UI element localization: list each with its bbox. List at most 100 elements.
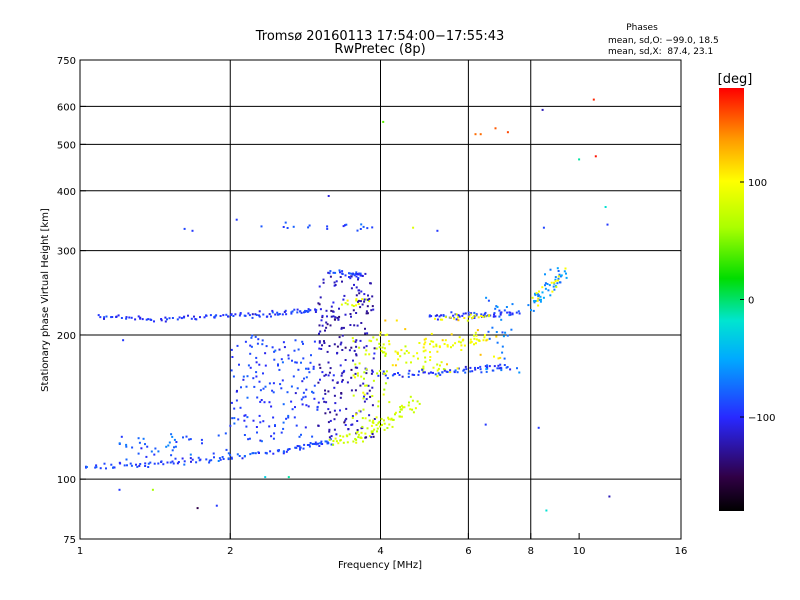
echo-point <box>258 414 261 417</box>
echo-point <box>498 315 501 318</box>
echo-point <box>180 317 183 320</box>
echo-point <box>536 299 539 302</box>
echo-point <box>259 439 262 442</box>
echo-point <box>233 417 236 420</box>
echo-point <box>539 295 542 298</box>
echo-point <box>330 435 333 438</box>
echo-point <box>484 423 487 426</box>
echo-point <box>335 280 338 283</box>
y-tick-label: 200 <box>57 331 76 342</box>
echo-point <box>338 307 340 310</box>
echo-point <box>160 319 163 322</box>
echo-point <box>251 316 254 319</box>
echo-point <box>313 384 316 387</box>
echo-point <box>462 312 465 315</box>
echo-point <box>457 319 460 322</box>
echo-point <box>504 331 507 334</box>
echo-point <box>544 284 546 287</box>
echo-point <box>330 315 333 318</box>
echo-point <box>558 273 561 276</box>
echo-point <box>355 294 358 297</box>
echo-point <box>103 317 105 320</box>
echo-point <box>440 314 443 317</box>
echo-point <box>287 354 290 357</box>
echo-point <box>342 441 345 444</box>
echo-point <box>344 419 347 422</box>
echo-point <box>429 356 432 358</box>
echo-point <box>364 272 367 275</box>
echo-point <box>414 407 417 410</box>
echo-point <box>333 386 336 389</box>
echo-point <box>553 288 556 291</box>
echo-point <box>491 326 494 329</box>
echo-point <box>464 365 467 368</box>
echo-point <box>273 432 276 435</box>
echo-point <box>318 332 320 335</box>
echo-point <box>421 368 424 371</box>
echo-point <box>140 447 143 450</box>
echo-point <box>384 372 387 375</box>
echo-point <box>518 371 521 374</box>
echo-point <box>459 341 462 344</box>
echo-point <box>317 381 320 384</box>
echo-point <box>256 431 258 434</box>
echo-point <box>487 315 490 318</box>
echo-point <box>165 445 168 448</box>
echo-point <box>274 349 277 352</box>
echo-point <box>417 373 420 376</box>
echo-point <box>301 380 304 383</box>
echo-point <box>358 409 361 412</box>
echo-point <box>333 418 336 421</box>
echo-point <box>371 386 374 389</box>
echo-point <box>398 374 401 376</box>
echo-point <box>280 358 283 361</box>
echo-point <box>371 395 374 397</box>
echo-point <box>150 450 153 453</box>
echo-point <box>366 227 369 230</box>
echo-point <box>329 324 332 327</box>
echo-point <box>387 418 390 421</box>
echo-point <box>308 445 311 448</box>
echo-point <box>276 311 279 314</box>
echo-point <box>268 382 271 385</box>
echo-point <box>499 312 502 314</box>
echo-point <box>368 300 371 303</box>
echo-point <box>515 311 518 314</box>
echo-point <box>113 466 116 469</box>
y-tick-label: 100 <box>57 475 76 486</box>
phase-stats-o: mean, sd,O: −99.0, 18.5 <box>608 36 719 46</box>
echo-point <box>473 317 476 319</box>
echo-point <box>411 399 414 402</box>
echo-point <box>542 296 545 299</box>
echo-point <box>274 313 277 316</box>
echo-point <box>271 389 274 392</box>
echo-point <box>439 364 441 367</box>
echo-point <box>461 339 464 342</box>
echo-point <box>294 361 297 364</box>
echo-point <box>308 224 311 227</box>
echo-point <box>542 226 545 229</box>
echo-point <box>537 426 540 429</box>
echo-point <box>157 450 160 453</box>
echo-point <box>385 370 388 373</box>
echo-point <box>243 314 246 317</box>
echo-point <box>318 347 321 350</box>
echo-point <box>407 375 410 378</box>
echo-point <box>273 350 276 353</box>
echo-point <box>382 343 385 346</box>
echo-point <box>246 375 249 378</box>
echo-point <box>353 283 355 286</box>
echo-point <box>305 376 308 379</box>
echo-point <box>232 315 235 317</box>
echo-point <box>308 371 311 374</box>
echo-point <box>333 318 336 321</box>
echo-point <box>604 206 607 208</box>
echo-point <box>217 460 220 462</box>
echo-point <box>301 340 304 343</box>
echo-point <box>427 372 430 375</box>
echo-point <box>281 313 284 316</box>
echo-point <box>168 441 171 444</box>
y-axis-label: Stationary phase Virtual Height [km] <box>40 208 51 392</box>
echo-point <box>534 293 537 296</box>
echo-point <box>243 419 246 422</box>
